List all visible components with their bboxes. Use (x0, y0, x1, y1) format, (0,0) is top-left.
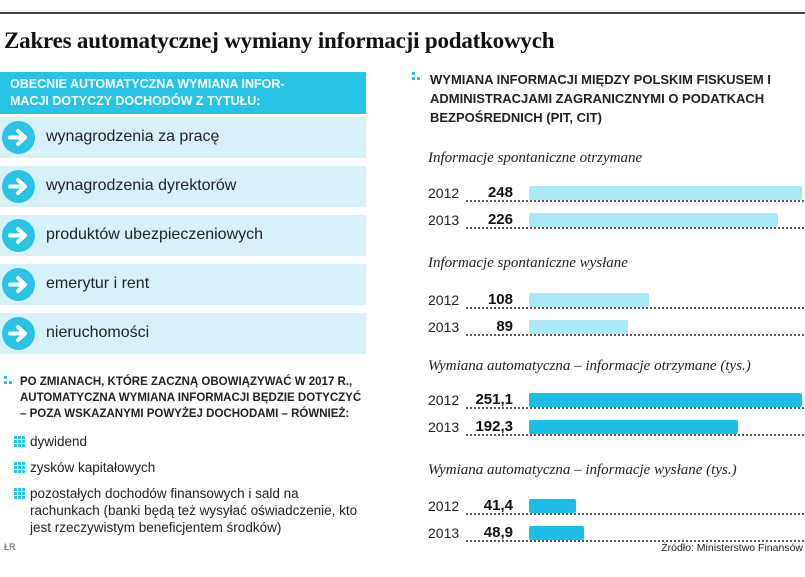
marker-icon (4, 376, 12, 384)
current-scope-header-line2: MACJI DOTYCZY DOCHODÓW Z TYTUŁU: (10, 94, 261, 108)
bullet-text: zysków kapitałowych (30, 460, 156, 475)
dotted-leader (466, 307, 804, 309)
author-initials: ŁR (4, 542, 16, 552)
year-label: 2012 (428, 185, 460, 201)
income-item-label: emerytur i rent (46, 275, 150, 292)
bar-value-label: 48,9 (483, 524, 513, 541)
bullet-dividends: dywidend (14, 433, 88, 450)
bar-value-label: 89 (496, 318, 513, 335)
after-changes-header: PO ZMIANACH, KTÓRE ZACZNĄ OBOWIĄZYWAĆ W … (4, 374, 364, 422)
dotted-leader (466, 334, 804, 336)
year-label: 2013 (428, 525, 460, 541)
source-note: Źródło: Ministerstwo Finansów (661, 542, 803, 554)
bullet-text: dywidend (30, 434, 88, 449)
income-item: emerytur i rent (0, 264, 366, 305)
arrow-right-icon (2, 317, 35, 350)
chart-title: Informacje spontaniczne wysłane (428, 255, 628, 271)
income-item-label: produktów ubezpieczeniowych (46, 226, 264, 243)
bar (529, 293, 649, 307)
current-scope-header: OBECNIE AUTOMATYCZNA WYMIANA INFOR- MACJ… (0, 72, 366, 114)
bar (529, 499, 576, 513)
bar (529, 526, 584, 540)
bar (529, 393, 802, 407)
bar (529, 186, 802, 200)
marker-icon (412, 72, 420, 80)
year-label: 2012 (428, 498, 460, 514)
income-item-label: nieruchomości (46, 324, 150, 341)
year-label: 2013 (428, 419, 460, 435)
income-item: wynagrodzenia za pracę (0, 117, 366, 158)
bar-value-label: 192,3 (475, 418, 513, 435)
income-item: produktów ubezpieczeniowych (0, 215, 366, 256)
income-item-label: wynagrodzenia za pracę (46, 128, 220, 145)
year-label: 2012 (428, 292, 460, 308)
exchange-header-text: WYMIANA INFORMACJI MIĘDZY POLSKIM FISKUS… (430, 72, 771, 125)
year-label: 2013 (428, 319, 460, 335)
year-label: 2012 (428, 392, 460, 408)
bullet-other-financial: pozostałych dochodów finansowych i sald … (14, 485, 368, 536)
arrow-right-icon (2, 219, 35, 252)
dotted-leader (466, 540, 804, 542)
after-changes-text: PO ZMIANACH, KTÓRE ZACZNĄ OBOWIĄZYWAĆ W … (20, 376, 362, 420)
arrow-right-icon (2, 268, 35, 301)
bar-value-label: 248 (487, 184, 513, 201)
income-item: nieruchomości (0, 313, 366, 354)
bar (529, 420, 738, 434)
bar-value-label: 41,4 (483, 497, 513, 514)
bullet-capital-gains: zysków kapitałowych (14, 459, 156, 476)
dotted-leader (466, 513, 804, 515)
bar (529, 320, 628, 334)
bar-value-label: 251,1 (475, 391, 513, 408)
bar-value-label: 108 (487, 291, 513, 308)
income-item-label: wynagrodzenia dyrektorów (46, 177, 237, 194)
dotted-leader (466, 200, 804, 202)
dotted-leader (466, 227, 804, 229)
chart-title: Informacje spontaniczne otrzymane (428, 150, 643, 166)
exchange-header: WYMIANA INFORMACJI MIĘDZY POLSKIM FISKUS… (412, 70, 804, 127)
bar (529, 213, 778, 227)
current-scope-header-line1: OBECNIE AUTOMATYCZNA WYMIANA INFOR- (10, 77, 285, 91)
arrow-right-icon (2, 121, 35, 154)
arrow-right-icon (2, 170, 35, 203)
top-rule (0, 12, 805, 14)
income-item: wynagrodzenia dyrektorów (0, 166, 366, 207)
bar-value-label: 226 (487, 211, 513, 228)
dotted-leader (466, 434, 804, 436)
page-title: Zakres automatycznej wymiany informacji … (4, 28, 555, 53)
chart-title: Wymiana automatyczna – informacje otrzym… (428, 358, 751, 374)
dotted-leader (466, 407, 804, 409)
grid-dots-icon (14, 488, 25, 499)
grid-dots-icon (14, 462, 25, 473)
grid-dots-icon (14, 436, 25, 447)
bullet-text: pozostałych dochodów finansowych i sald … (30, 486, 358, 535)
chart-title: Wymiana automatyczna – informacje wysłan… (428, 462, 737, 478)
year-label: 2013 (428, 212, 460, 228)
